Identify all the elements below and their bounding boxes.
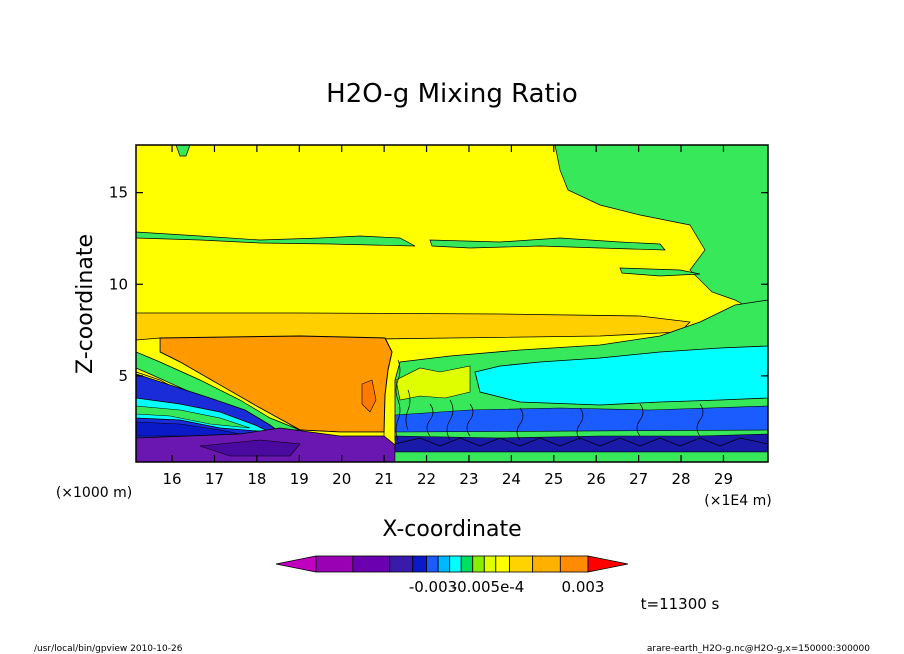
contour-wiggles — [394, 359, 768, 447]
x-axis-label: X-coordinate — [382, 517, 521, 542]
color-bar-segment — [352, 555, 391, 573]
color-bar-segment — [412, 555, 428, 573]
y-axis-unit: (×1000 m) — [56, 485, 132, 501]
x-tick-label: 18 — [247, 470, 266, 488]
region-yellow-patches — [395, 365, 471, 401]
region-green-streak-2 — [429, 237, 666, 251]
plot-frame — [135, 144, 769, 463]
color-bar-segment — [509, 555, 534, 573]
chart-title: H2O-g Mixing Ratio — [326, 79, 578, 109]
region-deep-purple-left — [199, 439, 301, 457]
x-tick-label: 22 — [417, 470, 436, 488]
x-axis: 16 17 18 19 20 21 22 23 24 25 26 27 28 29 — [163, 145, 733, 488]
color-bar-segment — [437, 555, 451, 573]
x-tick-label: 24 — [502, 470, 521, 488]
color-bar-segment — [389, 555, 414, 573]
footer-left-note: /usr/local/bin/gpview 2010-10-26 — [34, 644, 183, 654]
color-bar-segment — [460, 555, 474, 573]
footer-right-note: arare-earth_H2O-g.nc@H2O-g,x=150000:3000… — [647, 644, 870, 654]
color-bar-low-arrow — [275, 555, 317, 573]
x-tick-label: 19 — [290, 470, 309, 488]
region-green-layer-left — [136, 405, 251, 429]
x-tick-label: 29 — [714, 470, 733, 488]
time-label: t=11300 s — [641, 595, 720, 613]
region-deep-orange-core — [361, 379, 377, 413]
color-bar-segment — [426, 555, 439, 573]
color-bar-segment — [483, 555, 497, 573]
x-tick-label: 16 — [163, 470, 182, 488]
x-tick-label: 26 — [587, 470, 606, 488]
x-tick-label: 27 — [629, 470, 648, 488]
color-bar-labels: -0.003-0.005e-4 0.003 — [409, 578, 605, 596]
color-bar — [275, 555, 629, 573]
x-tick-label: 21 — [375, 470, 394, 488]
x-tick-label: 25 — [544, 470, 563, 488]
region-green-streak-3 — [619, 267, 701, 277]
y-tick-label: 15 — [109, 184, 128, 202]
color-bar-label: -0.005e-4 — [452, 578, 525, 596]
x-tick-label: 17 — [205, 470, 224, 488]
color-bar-segment — [495, 555, 511, 573]
y-axis: 5 10 15 — [109, 184, 768, 385]
color-bar-segment — [315, 555, 354, 573]
x-tick-label: 23 — [459, 470, 478, 488]
color-bar-label: 0.003 — [562, 578, 605, 596]
x-tick-label: 28 — [672, 470, 691, 488]
y-tick-label: 5 — [118, 367, 128, 385]
region-upper-right-green — [554, 145, 768, 319]
region-blue-right — [394, 405, 768, 433]
color-bar-label: -0.003 — [409, 578, 457, 596]
region-darkblue-layer-left — [136, 421, 251, 437]
plot-area — [136, 145, 768, 462]
region-green-fleck — [175, 145, 191, 157]
color-bar-segment — [449, 555, 462, 573]
y-tick-label: 10 — [109, 275, 128, 293]
color-bar-high-arrow — [587, 555, 629, 573]
color-bar-segment — [559, 555, 589, 573]
region-cyan-right — [474, 345, 768, 406]
y-axis-label: Z-coordinate — [73, 234, 98, 374]
x-axis-unit: (×1E4 m) — [704, 493, 771, 509]
region-green-floor-right — [394, 451, 768, 462]
x-tick-label: 20 — [332, 470, 351, 488]
color-bar-segment — [532, 555, 561, 573]
color-bar-segment — [472, 555, 485, 573]
region-green-streak-1 — [136, 231, 416, 247]
